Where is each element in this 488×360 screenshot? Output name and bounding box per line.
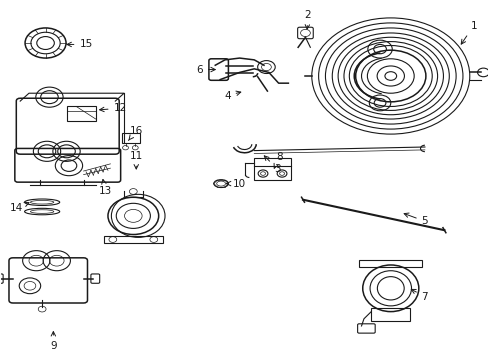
Text: 6: 6 (196, 64, 215, 75)
Text: 8: 8 (273, 152, 283, 168)
Text: 5: 5 (404, 213, 427, 226)
Bar (104, 236, 162, 243)
Bar (122, 133, 140, 143)
Text: 11: 11 (129, 150, 142, 169)
Text: 10: 10 (226, 179, 245, 189)
Bar (254, 158, 290, 180)
Text: 2: 2 (304, 10, 310, 29)
Text: 12: 12 (100, 103, 126, 113)
Bar (358, 260, 422, 267)
Text: 4: 4 (224, 91, 240, 101)
Text: 13: 13 (99, 180, 112, 197)
Text: 9: 9 (50, 332, 57, 351)
Text: 1: 1 (460, 21, 476, 44)
Text: 15: 15 (67, 40, 92, 49)
Bar (370, 308, 409, 320)
Text: 16: 16 (128, 126, 142, 140)
Text: 7: 7 (410, 289, 427, 302)
Bar (66, 107, 96, 121)
Text: 14: 14 (10, 202, 29, 213)
Text: 3: 3 (264, 156, 281, 174)
